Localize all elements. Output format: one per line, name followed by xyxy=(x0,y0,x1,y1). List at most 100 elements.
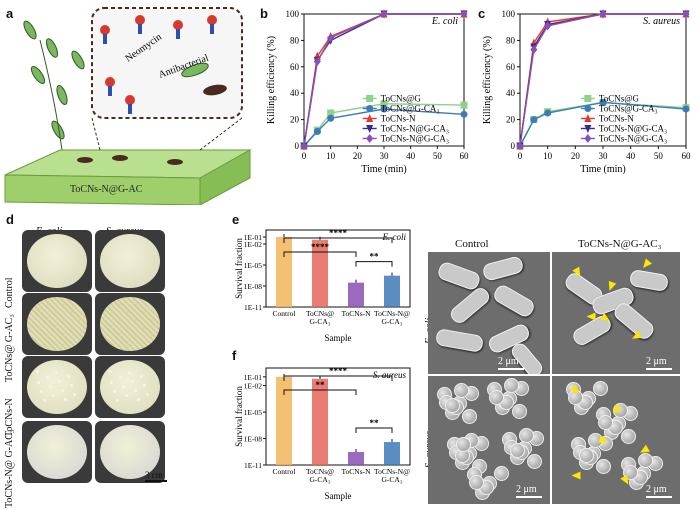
neomycin-molecule-icon xyxy=(100,15,217,114)
y-axis-label: Survival fraction xyxy=(234,238,244,299)
dead-bacteria-icon xyxy=(77,155,183,165)
x-tick-label: ToCNs@ xyxy=(306,309,334,318)
y-tick-label: 1E-08 xyxy=(244,282,263,291)
colony xyxy=(52,394,55,397)
chart-title: E. coli xyxy=(431,16,458,27)
sem-col-header-control: Control xyxy=(455,238,489,250)
data-point xyxy=(366,104,374,112)
x-axis-label: Sample xyxy=(325,491,352,501)
x-tick-label: G-CA₃ xyxy=(310,475,331,484)
y-tick-label: 60 xyxy=(506,62,516,72)
coccus-cell xyxy=(453,383,469,399)
data-point xyxy=(544,109,552,117)
coccus-cell xyxy=(587,433,603,449)
coccus-cell xyxy=(493,465,509,481)
data-point xyxy=(300,141,308,151)
significance-label: ** xyxy=(316,380,326,390)
colony xyxy=(137,398,140,401)
coccus-cell xyxy=(568,390,584,406)
chart-b-killing-ecoli: 0 10 20 30 40 50 60 0 20 40 60 80 100 Time (min) Killi… xyxy=(266,9,470,175)
x-tick-label: G-CA₃ xyxy=(382,317,403,326)
petri-dish xyxy=(95,293,165,355)
colony xyxy=(37,381,40,384)
y-tick-label: 1E-05 xyxy=(244,261,263,270)
y-tick-label: 0 xyxy=(295,141,300,151)
x-tick-label: ToCNs-N xyxy=(341,309,371,318)
sem-scale-label: 2 μm xyxy=(498,356,519,367)
colony xyxy=(131,380,134,383)
colony xyxy=(49,385,52,388)
significance-bracket xyxy=(355,261,393,267)
row-label-control: Control xyxy=(4,277,15,308)
x-tick-label: 20 xyxy=(353,151,363,161)
data-point xyxy=(530,45,538,55)
legend-label: ToCNs-N@G-CA₃ xyxy=(599,123,667,133)
x-tick-label: ToCNs-N xyxy=(341,467,371,476)
petri-dish xyxy=(22,421,92,483)
significance-label: **** xyxy=(329,228,348,238)
y-tick-label: 40 xyxy=(506,88,516,98)
coccus-cell xyxy=(598,415,614,431)
petri-dish xyxy=(22,230,92,292)
plot-frame xyxy=(265,367,411,466)
x-tick-label: 10 xyxy=(326,151,336,161)
legend-label: ToCNs-N@G-CA₃ xyxy=(599,133,667,143)
chart-title: E. coli xyxy=(382,232,407,242)
colony xyxy=(70,384,73,387)
data-point xyxy=(584,124,592,133)
data-point xyxy=(327,114,335,122)
x-tick-label: 40 xyxy=(406,151,416,161)
x-tick-label: Control xyxy=(273,309,296,318)
x-axis-label: Time (min) xyxy=(580,164,625,175)
yellow-arrow-icon xyxy=(571,471,581,480)
data-point xyxy=(544,21,552,31)
colony xyxy=(110,381,113,384)
coccus-cell xyxy=(596,458,612,474)
y-tick-label: 20 xyxy=(506,115,516,125)
significance-bracket xyxy=(283,375,393,381)
legend-label: ToCNs@G xyxy=(599,93,640,103)
bacteria-icon xyxy=(23,20,85,140)
petri-dish xyxy=(95,230,165,292)
colony xyxy=(73,393,76,396)
y-tick-label: 1E-05 xyxy=(244,408,263,417)
y-tick-label: 1E-11 xyxy=(244,461,262,470)
data-point xyxy=(380,105,388,113)
y-tick-label: 0 xyxy=(511,141,516,151)
significance-label: **** xyxy=(329,366,348,376)
coccus-cell xyxy=(489,390,505,406)
zoom-inset xyxy=(91,7,243,119)
colony xyxy=(119,376,122,379)
data-point xyxy=(584,133,592,143)
x-tick-label: 60 xyxy=(460,151,470,161)
bar xyxy=(348,451,364,465)
colony xyxy=(128,371,131,374)
coccus-cell xyxy=(578,447,594,463)
x-tick-label: ToCNs@ xyxy=(306,467,334,476)
row-label-tocns-g-ac3: ToCNs@ G-AC₃ xyxy=(4,314,15,382)
y-tick-label: 60 xyxy=(290,62,300,72)
x-tick-label: 60 xyxy=(682,151,692,161)
panel-label-c: c xyxy=(478,6,486,21)
x-tick-label: 30 xyxy=(380,151,390,161)
coccus-cell xyxy=(512,403,528,419)
row-label-tocns-n-g-ac3: ToCNs-N@ G-AC₃ xyxy=(4,429,15,508)
y-tick-label: 40 xyxy=(290,88,300,98)
y-tick-label: 1E-08 xyxy=(244,435,263,444)
data-point xyxy=(599,98,607,106)
bar xyxy=(276,237,292,307)
petri-dish xyxy=(95,356,165,418)
chart-title: S. aureus xyxy=(373,370,407,380)
colony xyxy=(134,389,137,392)
y-tick-label: 1E-02 xyxy=(244,382,263,391)
material-label: ToCNs-N@G-AC xyxy=(70,184,143,195)
panel-label-d: d xyxy=(6,212,14,227)
schematic-panel-a: ToCNs-N@G-AC Neomycin Antibacterial xyxy=(4,7,252,205)
chart-c-killing-saureus: 0 10 20 30 40 50 60 0 20 40 60 80 100 Time (min) Killi… xyxy=(482,9,692,175)
significance-bracket xyxy=(283,389,357,395)
legend-label: ToCNs@G-CA₃ xyxy=(599,103,658,113)
legend-label: ToCNs@G xyxy=(381,93,422,103)
data-point xyxy=(530,116,538,124)
y-axis-label: Killing efficiency (%) xyxy=(482,36,493,124)
